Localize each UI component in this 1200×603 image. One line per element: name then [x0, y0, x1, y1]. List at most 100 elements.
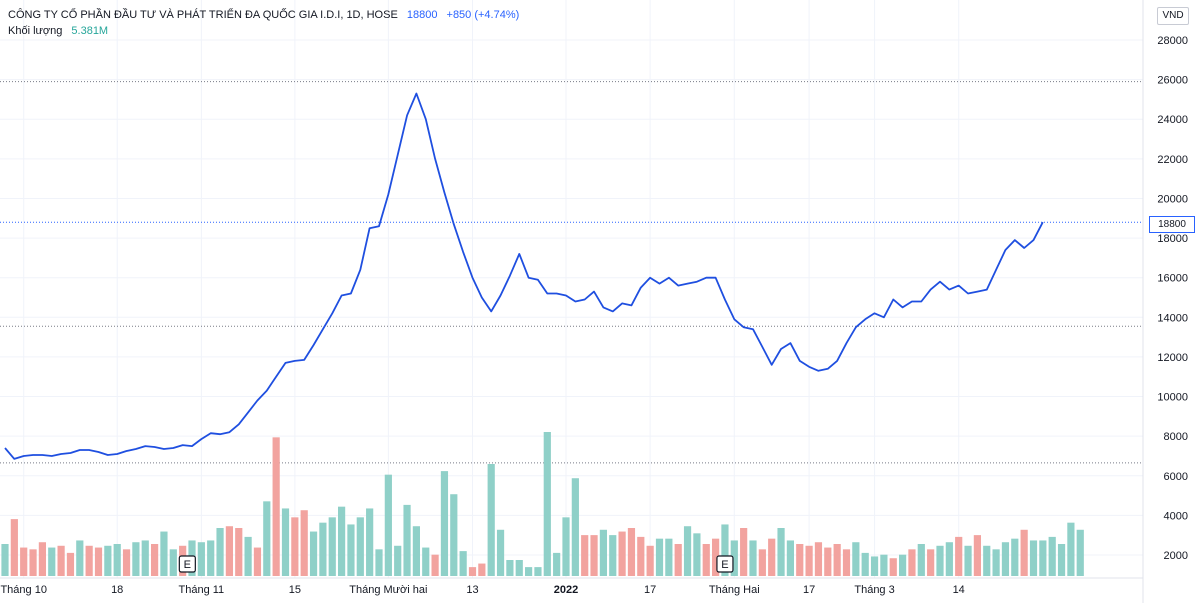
- volume-header: Khối lượng 5.381M: [8, 25, 108, 37]
- x-tick-label: Tháng 3: [854, 584, 894, 596]
- volume-bar: [244, 536, 252, 576]
- y-tick-label: 22000: [1157, 154, 1188, 166]
- volume-bar: [712, 538, 720, 576]
- x-tick-label: Tháng Hai: [709, 584, 760, 596]
- price-line: [4, 92, 1044, 460]
- volume-bar: [85, 545, 93, 576]
- volume-bar: [777, 528, 785, 576]
- volume-bar: [506, 560, 514, 576]
- y-tick-label: 8000: [1164, 431, 1188, 443]
- volume-bar: [973, 535, 981, 576]
- y-tick-label: 20000: [1157, 193, 1188, 205]
- volume-bar: [366, 508, 374, 576]
- volume-bar: [1, 544, 9, 576]
- x-tick-label: 13: [466, 584, 478, 596]
- volume-bar: [805, 545, 813, 576]
- volume-bar: [842, 549, 851, 576]
- price-change: +850 (+4.74%): [446, 9, 520, 21]
- volume-bar: [992, 549, 1000, 576]
- volume-bar: [141, 540, 149, 576]
- volume-bar: [94, 547, 103, 576]
- x-tick-label: 2022: [554, 584, 578, 596]
- volume-bar: [450, 494, 458, 576]
- volume-bar: [57, 545, 65, 576]
- volume-bar: [394, 545, 402, 576]
- volume-bar: [870, 556, 879, 576]
- volume-bar: [693, 533, 701, 576]
- volume-bar: [833, 544, 841, 576]
- symbol-title: CÔNG TY CỔ PHẦN ĐẦU TƯ VÀ PHÁT TRIỂN ĐA …: [8, 9, 398, 21]
- volume-bar: [702, 544, 710, 576]
- grid: [0, 0, 1144, 603]
- volume-bar: [20, 547, 28, 576]
- x-tick-label: 18: [111, 584, 123, 596]
- volume-bar: [291, 517, 299, 576]
- volume-bar: [459, 551, 467, 576]
- volume-bar: [300, 510, 308, 576]
- volume-bar: [253, 547, 262, 576]
- volume-bar: [263, 501, 271, 576]
- volume-bar: [487, 464, 495, 576]
- volume-bar: [440, 471, 449, 576]
- volume-bar: [375, 549, 383, 576]
- currency-button[interactable]: VND: [1157, 7, 1189, 25]
- volume-bar: [48, 547, 56, 576]
- volume-bar: [955, 536, 963, 576]
- volume-bar: [496, 529, 505, 576]
- volume-bar: [1011, 538, 1019, 576]
- volume-bar: [543, 432, 551, 576]
- volume-bar: [403, 504, 411, 576]
- volume-bar: [431, 554, 439, 576]
- volume-bar: [899, 554, 907, 576]
- volume-bar: [749, 540, 757, 576]
- volume-bar: [76, 540, 84, 576]
- volume-bar: [637, 536, 645, 576]
- y-tick-label: 10000: [1157, 392, 1188, 404]
- volume-bar: [160, 531, 168, 576]
- earnings-marker: [716, 555, 734, 573]
- volume-label: Khối lượng: [8, 25, 63, 37]
- volume-bar: [562, 517, 570, 576]
- volume-bar: [627, 528, 636, 576]
- volume-bar: [468, 567, 477, 576]
- volume-bar: [422, 547, 430, 576]
- x-tick-label: 17: [644, 584, 656, 596]
- volume-bar: [534, 567, 542, 576]
- earnings-marker-label: E: [184, 559, 191, 571]
- last-price-tag: 18800: [1149, 216, 1195, 233]
- y-tick-label: 6000: [1164, 471, 1188, 483]
- x-tick-label: Tháng 10: [0, 584, 46, 596]
- volume-bar: [721, 524, 729, 576]
- volume-bar: [571, 478, 579, 576]
- x-axis: Tháng 10 18 Tháng 11 15 Tháng Mười hai 13 2022…: [0, 584, 964, 596]
- volume-bar: [768, 538, 776, 576]
- y-tick-label: 24000: [1157, 114, 1188, 126]
- volume-bar: [917, 544, 925, 576]
- volume-bar: [796, 544, 804, 576]
- volume-bar: [1029, 540, 1038, 576]
- y-tick-label: 14000: [1157, 312, 1188, 324]
- y-tick-label: 18000: [1157, 233, 1188, 245]
- volume-bar: [207, 540, 215, 576]
- volume-bars: [1, 432, 1084, 576]
- volume-bar: [347, 524, 355, 576]
- volume-bar: [113, 544, 121, 576]
- volume-bar: [66, 552, 75, 576]
- volume-bar: [655, 538, 664, 576]
- volume-bar: [132, 542, 140, 576]
- volume-bar: [104, 545, 112, 576]
- volume-bar: [880, 554, 888, 576]
- earnings-marker-label: E: [721, 559, 728, 571]
- volume-bar: [964, 545, 972, 576]
- volume-bar: [515, 560, 523, 576]
- volume-bar: [936, 545, 944, 576]
- y-tick-label: 26000: [1157, 75, 1188, 87]
- volume-bar: [861, 552, 869, 576]
- volume-bar: [38, 542, 46, 576]
- volume-bar: [740, 528, 748, 576]
- volume-bar: [814, 542, 823, 576]
- volume-bar: [1039, 540, 1047, 576]
- y-tick-label: 2000: [1164, 550, 1188, 562]
